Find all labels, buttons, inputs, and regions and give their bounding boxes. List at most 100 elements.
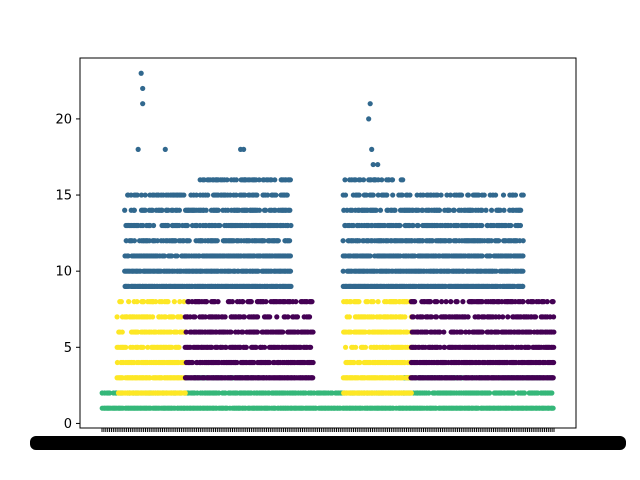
- data-point: [551, 329, 557, 335]
- plot-frame: [79, 57, 577, 429]
- data-point: [446, 207, 452, 213]
- data-point: [360, 177, 367, 183]
- data-point: [437, 344, 443, 350]
- data-point: [261, 238, 267, 244]
- data-point: [410, 314, 416, 320]
- data-point: [487, 390, 493, 396]
- data-point: [370, 314, 376, 320]
- data-point: [255, 268, 261, 274]
- data-point: [256, 177, 262, 183]
- data-point: [496, 238, 502, 244]
- data-point: [272, 177, 278, 183]
- data-point: [140, 101, 146, 107]
- data-point: [447, 238, 453, 244]
- data-point: [479, 253, 485, 259]
- data-point: [294, 314, 301, 320]
- data-point: [500, 192, 507, 198]
- data-point: [254, 329, 261, 335]
- data-point: [459, 329, 465, 335]
- data-point: [253, 344, 259, 350]
- data-point: [479, 329, 486, 335]
- data-point: [216, 390, 222, 396]
- data-point: [183, 329, 189, 335]
- y-axis-ticks: 0 5 10 15 20: [55, 112, 80, 432]
- data-point: [362, 329, 368, 335]
- data-point: [242, 192, 248, 198]
- data-point: [442, 344, 448, 350]
- data-point: [441, 329, 447, 335]
- data-point: [150, 314, 156, 320]
- data-point: [184, 222, 191, 229]
- data-point: [223, 344, 229, 350]
- data-point: [141, 299, 147, 305]
- data-point: [379, 177, 385, 183]
- data-point: [532, 314, 539, 320]
- data-point: [215, 299, 221, 305]
- data-point: [140, 344, 146, 350]
- data-point: [505, 314, 511, 320]
- data-point: [454, 299, 460, 305]
- data-point: [448, 299, 454, 305]
- y-tick-label: 5: [64, 341, 72, 356]
- data-point: [520, 253, 526, 259]
- data-point: [433, 314, 440, 320]
- data-point: [145, 344, 151, 350]
- data-point: [520, 192, 526, 198]
- data-point: [119, 329, 125, 335]
- data-point: [284, 192, 290, 198]
- data-point: [162, 146, 168, 152]
- data-point: [240, 299, 246, 305]
- data-point: [248, 299, 254, 305]
- data-point: [217, 222, 223, 229]
- data-point: [215, 207, 221, 213]
- data-point: [140, 222, 146, 229]
- data-point: [308, 344, 314, 350]
- data-point: [342, 177, 348, 183]
- data-point: [222, 314, 228, 320]
- data-point: [351, 359, 357, 366]
- data-point: [526, 344, 532, 350]
- data-point: [254, 192, 260, 198]
- data-point: [159, 207, 165, 213]
- data-points: [99, 70, 557, 411]
- data-point: [520, 238, 526, 244]
- data-point: [501, 207, 507, 213]
- y-tick-label: 15: [55, 189, 72, 204]
- data-point: [154, 238, 161, 244]
- data-point: [412, 253, 418, 259]
- data-point: [287, 268, 294, 274]
- data-point: [420, 207, 426, 213]
- data-point: [372, 177, 378, 183]
- data-point: [402, 314, 408, 320]
- data-point: [340, 268, 346, 274]
- data-point: [142, 207, 148, 213]
- data-point: [262, 207, 269, 213]
- data-point: [287, 177, 293, 183]
- data-point: [497, 207, 503, 213]
- data-point: [399, 192, 405, 198]
- data-point: [437, 329, 443, 335]
- data-point: [170, 314, 176, 320]
- data-point: [243, 344, 249, 350]
- data-point: [493, 268, 499, 274]
- data-point: [510, 390, 517, 396]
- data-point: [228, 329, 234, 335]
- data-point: [520, 268, 526, 274]
- data-point: [429, 238, 436, 244]
- data-point: [500, 314, 506, 320]
- data-point: [392, 207, 398, 213]
- data-point: [214, 238, 220, 244]
- data-point: [171, 299, 177, 305]
- data-point: [118, 299, 124, 305]
- data-point: [251, 359, 257, 366]
- data-point: [203, 299, 210, 305]
- data-point: [365, 299, 371, 305]
- data-point: [125, 253, 131, 259]
- y-tick-label: 20: [55, 112, 72, 127]
- data-point: [254, 314, 261, 320]
- data-point: [451, 207, 457, 213]
- data-point: [209, 344, 215, 350]
- data-point: [224, 177, 230, 183]
- data-point: [186, 238, 192, 244]
